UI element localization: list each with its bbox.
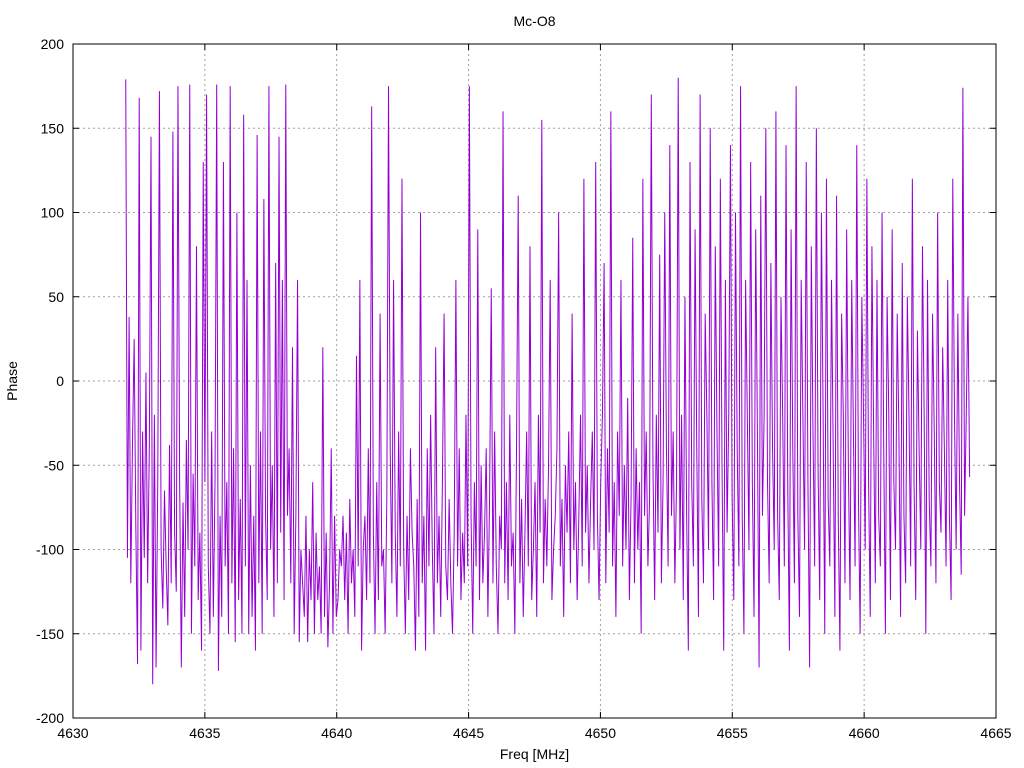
y-tick-label: 0: [56, 373, 64, 389]
x-tick-label: 4630: [57, 725, 88, 741]
y-tick-label: -200: [36, 710, 64, 726]
grid: [73, 44, 996, 718]
plot-frame: [72, 43, 997, 719]
y-tick-label: -100: [36, 542, 64, 558]
y-tick-label: 50: [48, 289, 64, 305]
y-tick-label: 100: [41, 205, 65, 221]
x-tick-label: 4650: [585, 725, 616, 741]
y-tick-label: -150: [36, 626, 64, 642]
x-axis-label: Freq [MHz]: [500, 746, 569, 762]
x-tick-label: 4660: [849, 725, 880, 741]
tick-labels: 4630 4635 4640 4645 4650 4655 4660 4665 -200 -150…: [36, 36, 1012, 741]
series-line: [125, 77, 971, 685]
x-tick-label: 4665: [980, 725, 1011, 741]
y-tick-label: 150: [41, 120, 65, 136]
y-tick-label: 200: [41, 36, 65, 52]
y-axis-label: Phase: [4, 361, 20, 401]
chart-title: Mc-O8: [514, 13, 556, 29]
x-tick-label: 4640: [321, 725, 352, 741]
series-group: [125, 77, 971, 685]
x-tick-label: 4645: [453, 725, 484, 741]
y-tick-label: -50: [44, 457, 64, 473]
x-tick-label: 4635: [189, 725, 220, 741]
x-tick-label: 4655: [717, 725, 748, 741]
